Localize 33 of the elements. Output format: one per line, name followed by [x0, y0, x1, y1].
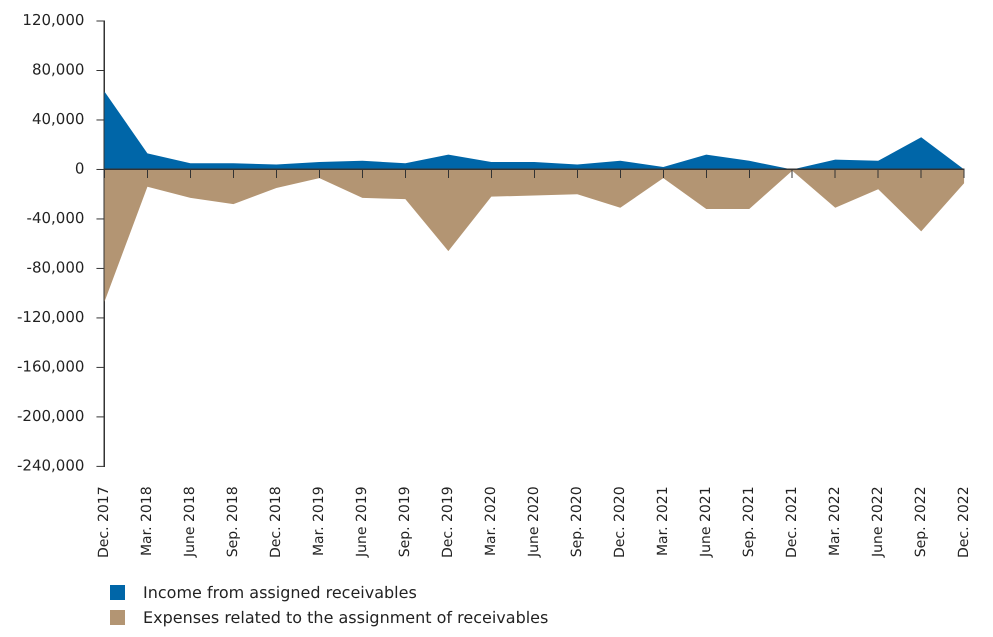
x-tick-label: Dec. 2020 — [612, 486, 628, 558]
y-tick-label: -80,000 — [26, 258, 84, 276]
x-tick-label: Mar. 2021 — [654, 486, 671, 556]
y-tick-label: 80,000 — [32, 60, 84, 78]
x-tick-label: June 2020 — [526, 486, 542, 558]
x-tick-label: Mar. 2019 — [311, 486, 328, 556]
x-tick-label: Sep. 2018 — [225, 486, 242, 558]
y-tick-label: -40,000 — [26, 208, 84, 227]
x-tick-label: Sep. 2019 — [397, 486, 413, 558]
y-tick-label: 0 — [74, 159, 84, 178]
x-tick-label: Mar. 2020 — [482, 486, 499, 556]
y-tick-label: -240,000 — [16, 456, 84, 474]
y-tick-label: -160,000 — [16, 357, 84, 376]
x-tick-label: Dec. 2019 — [440, 486, 456, 558]
x-tick-label: Sep. 2020 — [568, 486, 585, 558]
legend-label: Income from assigned receivables — [143, 583, 417, 602]
x-tick-label: Dec. 2018 — [268, 486, 284, 558]
y-tick-label: 40,000 — [32, 110, 84, 128]
y-tick-label: -200,000 — [16, 406, 84, 425]
x-tick-label: Mar. 2022 — [826, 486, 843, 556]
x-tick-label: Sep. 2021 — [740, 486, 757, 558]
x-tick-label: June 2019 — [354, 486, 370, 558]
x-tick-label: June 2018 — [182, 486, 198, 558]
x-tick-label: Sep. 2022 — [912, 486, 929, 558]
x-tick-label: Dec. 2022 — [956, 486, 972, 558]
legend-label: Expenses related to the assignment of receivables — [143, 608, 548, 627]
y-tick-label: -120,000 — [16, 308, 84, 326]
y-tick-label: 120,000 — [22, 10, 84, 29]
x-tick-label: June 2021 — [698, 486, 714, 558]
x-tick-label: Dec. 2021 — [784, 486, 800, 558]
x-tick-label: June 2022 — [870, 486, 886, 558]
x-tick-label: Dec. 2017 — [96, 486, 112, 558]
x-tick-label: Mar. 2018 — [139, 486, 156, 556]
